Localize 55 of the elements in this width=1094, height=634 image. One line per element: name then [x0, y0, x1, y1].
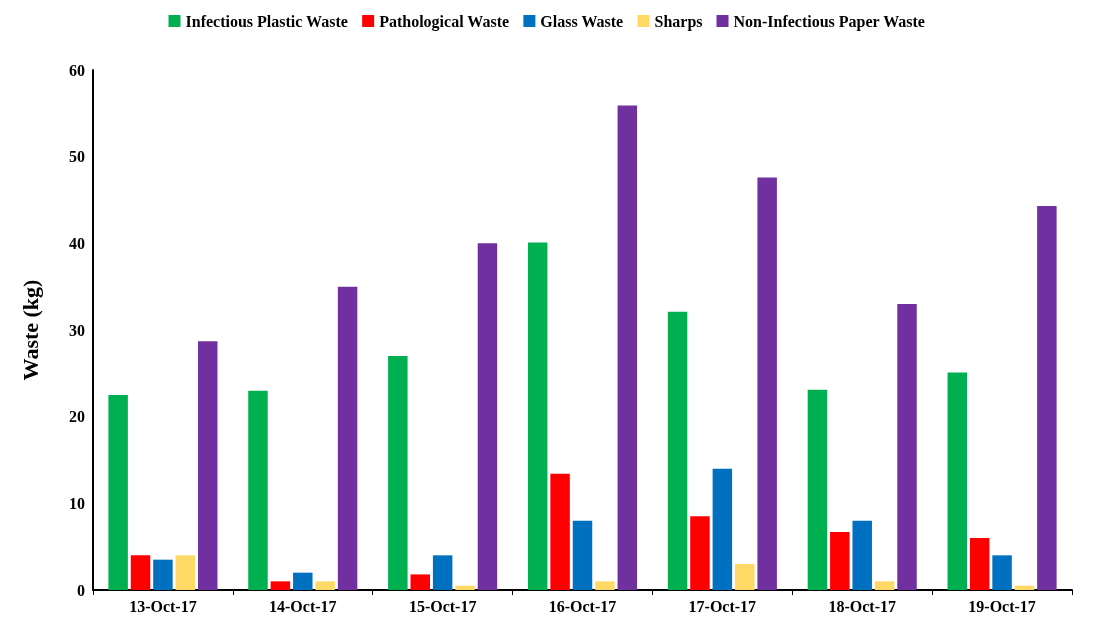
y-tick-label: 40 — [69, 234, 85, 252]
bar — [1014, 585, 1035, 590]
bar — [108, 395, 128, 590]
bar — [388, 356, 408, 590]
bar — [477, 243, 498, 590]
bar — [153, 559, 173, 590]
legend-label: Glass Waste — [540, 12, 624, 30]
bar — [712, 468, 733, 590]
x-tick-label: 16-Oct-17 — [548, 597, 617, 615]
x-tick-label: 14-Oct-17 — [269, 597, 337, 615]
y-tick-label: 60 — [69, 61, 85, 79]
bar — [667, 311, 688, 590]
bar — [617, 105, 638, 590]
bar — [595, 581, 615, 590]
bar — [248, 390, 268, 590]
bar — [293, 572, 313, 590]
y-axis-title: Waste (kg) — [17, 279, 43, 381]
bar — [455, 585, 475, 590]
x-tick-label: 15-Oct-17 — [408, 597, 477, 615]
bar — [947, 372, 968, 590]
y-tick-label: 20 — [69, 408, 85, 426]
bar — [315, 581, 335, 590]
x-tick-label: 18-Oct-17 — [828, 597, 896, 615]
bar — [337, 286, 358, 590]
bar — [852, 520, 872, 590]
bar — [1037, 206, 1057, 590]
x-tick-label: 17-Oct-17 — [688, 597, 757, 615]
bar — [175, 555, 196, 590]
bar — [410, 574, 430, 590]
bar — [897, 304, 917, 590]
bar — [550, 473, 570, 590]
bar — [874, 581, 895, 590]
bar — [969, 538, 990, 590]
bar — [572, 520, 593, 590]
bar — [197, 341, 218, 590]
legend-label: Infectious Plastic Waste — [185, 12, 348, 30]
bar — [757, 177, 777, 590]
legend-label: Pathological Waste — [379, 12, 510, 31]
bar — [432, 555, 453, 590]
y-tick-label: 50 — [69, 148, 85, 166]
bar — [992, 555, 1012, 590]
bar — [527, 242, 548, 590]
y-tick-label: 30 — [69, 321, 85, 339]
bar — [735, 564, 755, 590]
bar — [807, 389, 828, 590]
bar — [690, 516, 710, 590]
bar — [270, 581, 291, 590]
bar — [130, 555, 151, 590]
x-tick-label: 13-Oct-17 — [129, 597, 197, 615]
y-tick-label: 0 — [77, 581, 85, 599]
legend-label: Non-Infectious Paper Waste — [733, 12, 925, 31]
x-tick-label: 19-Oct-17 — [968, 597, 1036, 615]
legend-label: Sharps — [654, 12, 703, 31]
y-tick-label: 10 — [69, 494, 85, 512]
bar — [830, 531, 850, 590]
